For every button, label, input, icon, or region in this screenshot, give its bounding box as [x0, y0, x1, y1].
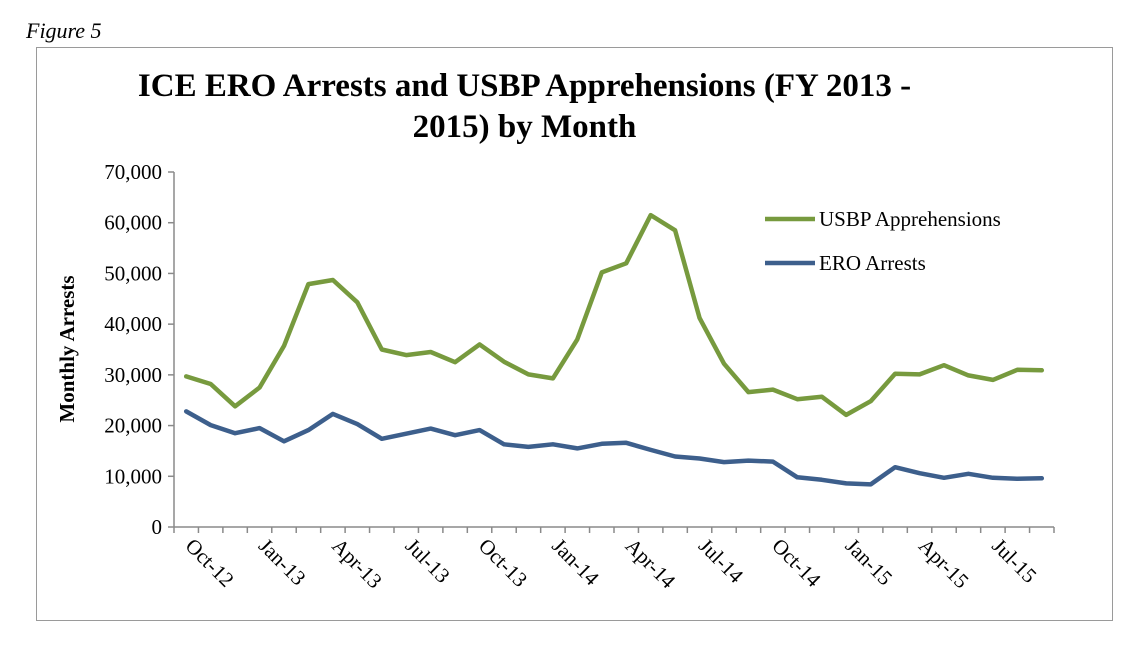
x-tick-label: Jul-15 [987, 534, 1041, 588]
x-tick-label: Jul-13 [401, 534, 455, 588]
y-tick-label: 0 [152, 515, 163, 539]
x-ticks: Oct-12 Jan-13 Apr-13 Jul-13 Oct-13 Jan-14 Apr-… [173, 527, 1055, 594]
y-tick-label: 10,000 [104, 464, 162, 488]
legend: USBP Apprehensions ERO Arrests [765, 207, 1001, 275]
y-tick-label: 50,000 [104, 261, 162, 285]
x-tick-label: Oct-12 [181, 534, 239, 592]
x-tick-label: Apr-13 [327, 534, 387, 594]
figure-label: Figure 5 [26, 18, 102, 43]
chart-title-line1: ICE ERO Arrests and USBP Apprehensions (… [137, 68, 912, 104]
x-tick-label: Jan-13 [254, 534, 311, 591]
x-tick-label: Jul-14 [694, 534, 748, 588]
y-axis-label: Monthly Arrests [55, 275, 79, 422]
y-tick-label: 70,000 [104, 160, 162, 184]
y-tick-label: 60,000 [104, 211, 162, 235]
x-tick-label: Apr-14 [621, 534, 681, 594]
chart-title-line2: 2015) by Month [412, 109, 637, 145]
x-tick-label: Oct-13 [474, 534, 532, 592]
x-tick-label: Jan-14 [547, 534, 604, 591]
x-tick-label: Jan-15 [841, 534, 898, 591]
legend-label-ero-arrests: ERO Arrests [819, 251, 926, 275]
legend-label-usbp-apprehensions: USBP Apprehensions [819, 207, 1001, 231]
series-lines [183, 212, 1045, 487]
x-tick-label: Oct-14 [767, 534, 826, 593]
series-line-usbp-apprehensions [183, 212, 1045, 418]
x-tick-label: Apr-15 [914, 534, 974, 594]
y-ticks: 0 10,000 20,000 30,000 40,000 50,000 60,000 70,… [104, 160, 174, 539]
y-tick-label: 30,000 [104, 363, 162, 387]
chart-title: ICE ERO Arrests and USBP Apprehensions (… [36, 66, 1113, 148]
series-line-ero-arrests [183, 409, 1045, 487]
y-tick-label: 20,000 [104, 414, 162, 438]
y-tick-label: 40,000 [104, 312, 162, 336]
chart-frame [36, 47, 1113, 621]
